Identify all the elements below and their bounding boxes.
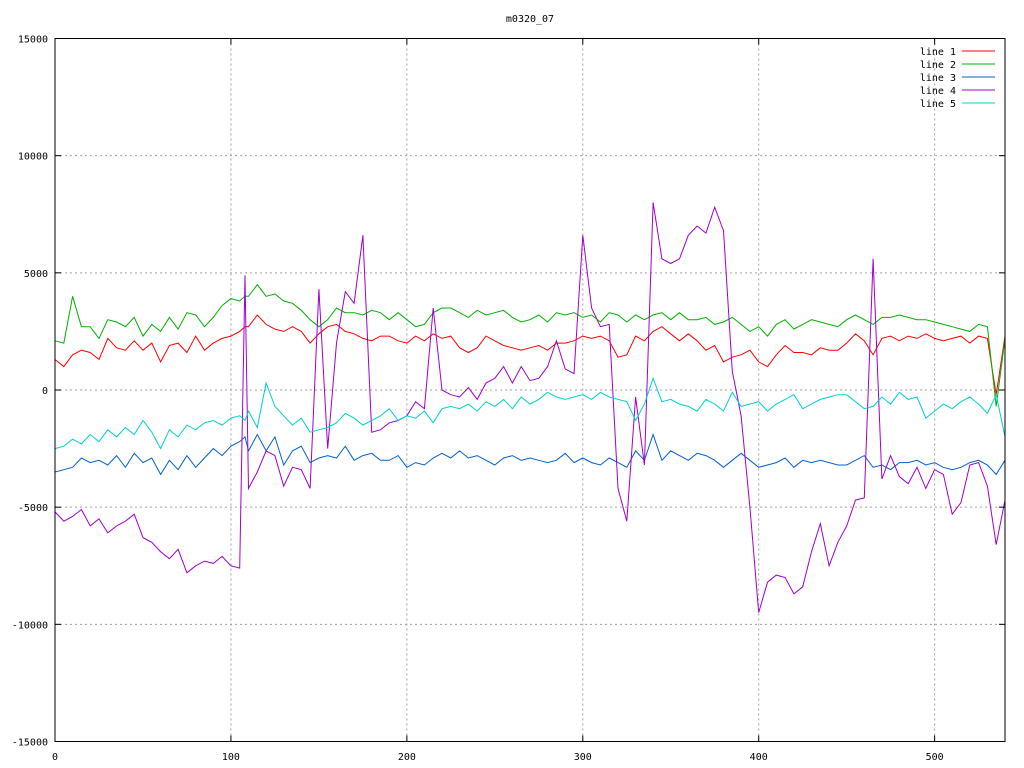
y-tick-label: 15000	[18, 35, 48, 46]
y-tick-label: -5000	[18, 503, 48, 514]
x-tick-label: 300	[574, 752, 592, 763]
x-tick-label: 500	[926, 752, 944, 763]
legend: line 1 line 2 line 3 line 4 line 5	[920, 47, 995, 110]
x-tick-label: 200	[398, 752, 416, 763]
legend-label: line 1	[920, 47, 956, 58]
x-tick-label: 100	[222, 752, 240, 763]
y-tick-label: 0	[42, 386, 48, 397]
series-line-2	[54, 283, 1006, 407]
x-tick-label: 0	[52, 752, 58, 763]
axis-ticks: -15000 -10000 -5000 0 5000 10000 15000 0 100 200 3…	[12, 35, 1005, 763]
series-lines	[54, 202, 1006, 613]
legend-label: line 3	[920, 73, 956, 84]
legend-label: line 2	[920, 60, 956, 71]
series-line-1	[54, 314, 1006, 395]
x-tick-label: 400	[750, 752, 768, 763]
y-tick-label: 5000	[24, 269, 48, 280]
y-tick-label: -15000	[12, 738, 48, 749]
series-line-3	[54, 432, 1006, 476]
legend-label: line 4	[920, 86, 956, 97]
y-tick-label: -10000	[12, 620, 48, 631]
grid-lines	[55, 38, 1005, 742]
legend-label: line 5	[920, 99, 956, 110]
chart-title: m0320_07	[506, 14, 554, 25]
series-line-4	[54, 202, 1006, 613]
series-line-5	[54, 376, 1006, 450]
y-tick-label: 10000	[18, 152, 48, 163]
